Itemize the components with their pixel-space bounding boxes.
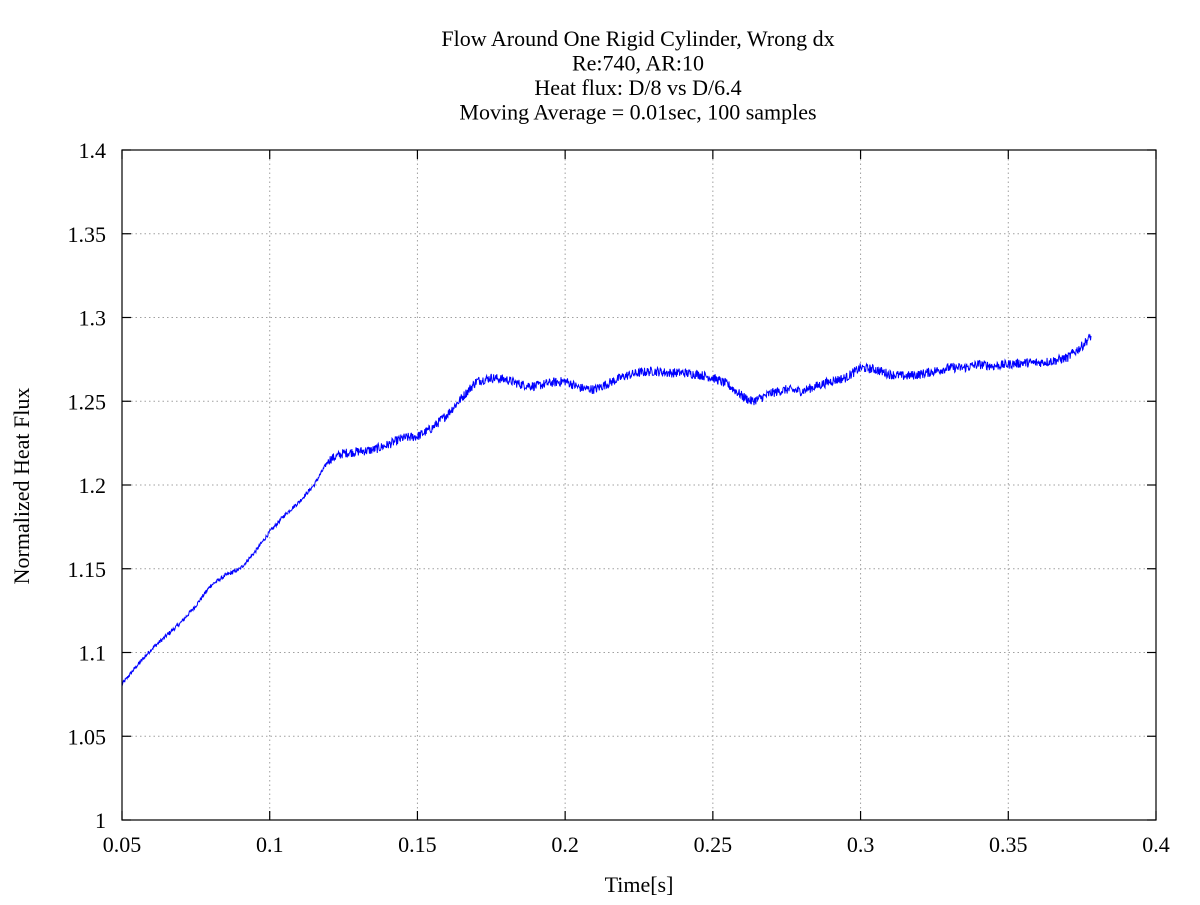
x-tick-label: 0.35 — [989, 832, 1028, 857]
x-tick-label: 0.15 — [398, 832, 437, 857]
chart-title-line: Flow Around One Rigid Cylinder, Wrong dx — [441, 26, 834, 51]
y-axis-label: Normalized Heat Flux — [9, 388, 34, 585]
y-tick-label: 1.35 — [68, 222, 107, 247]
axis-ticks — [121, 149, 1157, 821]
y-tick-label: 1.4 — [79, 138, 107, 163]
x-tick-label: 0.25 — [694, 832, 733, 857]
x-tick-label: 0.4 — [1142, 832, 1170, 857]
chart-title-line: Heat flux: D/8 vs D/6.4 — [534, 75, 741, 100]
y-tick-labels: 1 1.05 1.1 1.15 1.2 1.25 1.3 1.35 1.4 — [68, 138, 107, 833]
x-axis-label: Time[s] — [605, 872, 674, 897]
series-line — [121, 333, 1092, 686]
y-tick-label: 1.15 — [68, 557, 107, 582]
chart-title-line: Re:740, AR:10 — [572, 51, 704, 76]
x-tick-labels: 0.05 0.1 0.15 0.2 0.25 0.3 0.35 0.4 — [103, 832, 1170, 857]
y-tick-label: 1.1 — [79, 641, 107, 666]
series-layer — [121, 333, 1092, 686]
grid — [122, 150, 1156, 820]
x-tick-label: 0.3 — [847, 832, 875, 857]
y-tick-label: 1.05 — [68, 724, 107, 749]
y-tick-label: 1.25 — [68, 389, 107, 414]
chart-title-line: Moving Average = 0.01sec, 100 samples — [459, 100, 816, 125]
x-tick-label: 0.2 — [551, 832, 579, 857]
chart-title: Flow Around One Rigid Cylinder, Wrong dx… — [441, 26, 834, 125]
x-tick-label: 0.1 — [256, 832, 284, 857]
x-tick-label: 0.05 — [103, 832, 142, 857]
y-tick-label: 1.2 — [79, 473, 107, 498]
y-tick-label: 1 — [95, 808, 106, 833]
y-tick-label: 1.3 — [79, 306, 107, 331]
